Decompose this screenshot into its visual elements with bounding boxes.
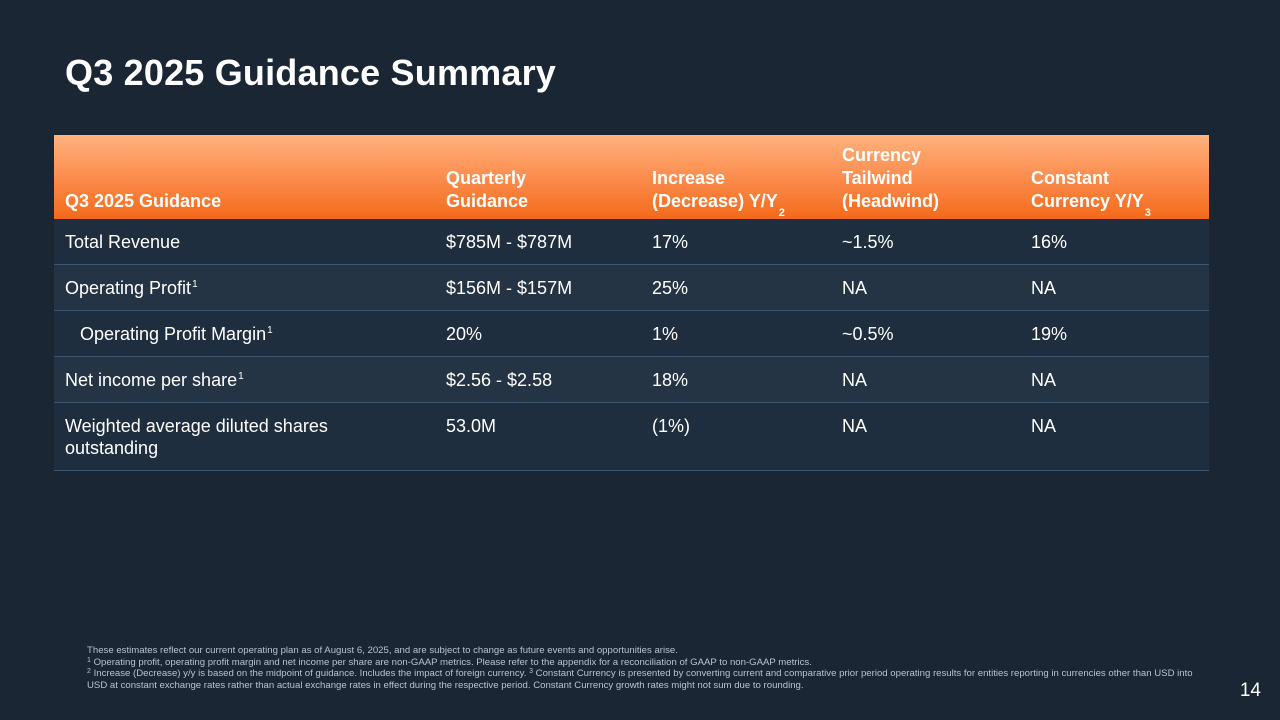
yoy-cell: 18%: [652, 370, 689, 390]
metric-cell: Weighted average diluted shares outstand…: [65, 416, 328, 458]
table-row: Operating Profit1 $156M - $157M 25% NA N…: [54, 265, 1209, 311]
guidance-table: Q3 2025 Guidance Quarterly Guidance Incr…: [54, 135, 1209, 471]
constant-currency-cell: NA: [1031, 370, 1057, 390]
footnote-2-3: 2 Increase (Decrease) y/y is based on th…: [87, 668, 1193, 691]
column-header-quarterly-guidance: Quarterly Guidance: [446, 168, 529, 211]
table-body: Total Revenue $785M - $787M 17% ~1.5% 16…: [54, 219, 1209, 471]
table-row: Weighted average diluted shares outstand…: [54, 403, 1209, 471]
constant-currency-cell: 19%: [1031, 324, 1068, 344]
yoy-cell: 1%: [652, 324, 679, 344]
footnote-intro: These estimates reflect our current oper…: [87, 645, 678, 656]
yoy-cell: 25%: [652, 278, 689, 298]
constant-currency-cell: 16%: [1031, 232, 1068, 252]
column-header-guidance: Q3 2025 Guidance: [65, 191, 222, 211]
yoy-cell: (1%): [652, 416, 691, 436]
footnote-1: 1 Operating profit, operating profit mar…: [87, 656, 812, 668]
metric-cell: Net income per share1: [65, 370, 244, 390]
table-row: Operating Profit Margin1 20% 1% ~0.5% 19…: [54, 311, 1209, 357]
constant-currency-cell: NA: [1031, 278, 1057, 298]
currency-cell: ~0.5%: [842, 324, 894, 344]
footnotes: These estimates reflect our current oper…: [87, 645, 1197, 691]
currency-cell: NA: [842, 278, 868, 298]
yoy-cell: 17%: [652, 232, 689, 252]
currency-cell: ~1.5%: [842, 232, 894, 252]
column-header-increase-decrease: Increase (Decrease) Y/Y 2: [652, 168, 785, 219]
quarterly-guidance-cell: 20%: [446, 324, 483, 344]
quarterly-guidance-cell: $2.56 - $2.58: [446, 370, 553, 390]
currency-cell: NA: [842, 416, 868, 436]
constant-currency-cell: NA: [1031, 416, 1057, 436]
currency-cell: NA: [842, 370, 868, 390]
metric-cell: Operating Profit1: [65, 278, 198, 298]
metric-cell: Operating Profit Margin1: [80, 324, 273, 344]
column-header-constant-currency: Constant Currency Y/Y 3: [1031, 168, 1151, 219]
column-header-currency-tailwind: Currency Tailwind (Headwind): [842, 145, 939, 211]
quarterly-guidance-cell: $156M - $157M: [446, 278, 573, 298]
page-title: Q3 2025 Guidance Summary: [65, 52, 557, 93]
quarterly-guidance-cell: 53.0M: [446, 416, 497, 436]
quarterly-guidance-cell: $785M - $787M: [446, 232, 573, 252]
table-header-row: Q3 2025 Guidance Quarterly Guidance Incr…: [54, 135, 1209, 219]
table-row: Total Revenue $785M - $787M 17% ~1.5% 16…: [54, 219, 1209, 265]
table-row: Net income per share1 $2.56 - $2.58 18% …: [54, 357, 1209, 403]
metric-cell: Total Revenue: [65, 232, 181, 252]
page-number: 14: [1239, 680, 1261, 701]
